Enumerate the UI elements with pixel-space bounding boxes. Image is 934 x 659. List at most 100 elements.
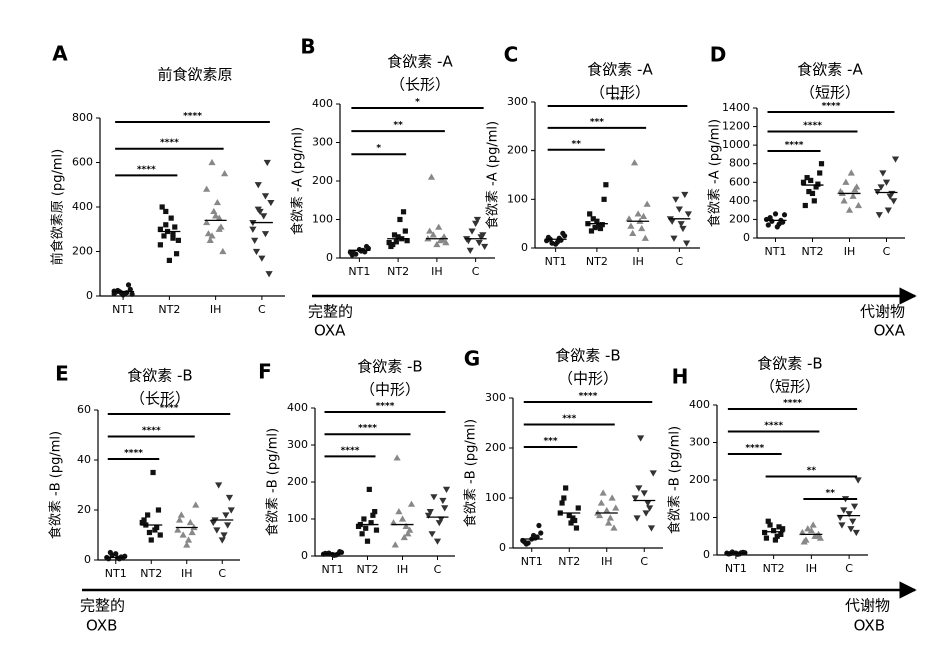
data-point	[226, 495, 233, 501]
y-tick-label: 400	[689, 398, 710, 411]
data-point	[538, 530, 543, 535]
data-point	[631, 159, 638, 165]
data-point	[214, 199, 221, 205]
data-point	[399, 515, 406, 521]
x-tick-label: C	[883, 245, 891, 258]
data-point	[255, 182, 262, 188]
significance-label: ****	[745, 444, 764, 454]
y-axis-label: 食欲素 -B (pg/ml)	[463, 419, 479, 527]
data-point	[397, 217, 402, 222]
panel-letter: B	[300, 35, 315, 59]
data-point	[150, 470, 155, 475]
panel-letter: F	[258, 360, 272, 384]
y-axis-label: 前食欲素原 (pg/ml)	[50, 149, 66, 265]
data-point	[154, 525, 159, 530]
data-point	[576, 505, 581, 510]
x-tick-label: NT1	[112, 303, 134, 316]
data-point	[395, 508, 402, 514]
data-point	[572, 518, 577, 523]
arrow-start: 完整的	[308, 303, 353, 321]
data-point	[130, 292, 135, 297]
x-tick-label: C	[434, 563, 442, 576]
data-point	[161, 233, 166, 238]
data-point	[849, 519, 856, 525]
data-point	[401, 209, 406, 214]
data-point	[364, 244, 369, 249]
data-point	[468, 228, 475, 234]
y-tick-label: 40	[77, 453, 91, 466]
data-point	[879, 170, 886, 176]
data-point	[439, 498, 446, 504]
x-tick-label: NT1	[105, 567, 127, 580]
data-point	[258, 256, 265, 262]
data-point	[367, 487, 372, 492]
significance-label: ****	[803, 121, 822, 131]
x-tick-label: IH	[210, 303, 222, 316]
data-point	[476, 240, 483, 246]
data-point	[370, 513, 375, 518]
data-point	[260, 213, 267, 219]
data-point	[361, 516, 366, 521]
y-tick-label: 100	[312, 213, 333, 226]
data-point	[217, 223, 224, 229]
data-point	[477, 234, 484, 240]
data-point	[808, 178, 813, 183]
y-tick-label: 100	[287, 512, 308, 525]
chart-title: 前食欲素原	[157, 66, 232, 84]
x-tick-label: C	[472, 265, 480, 278]
significance-label: **	[572, 139, 582, 149]
data-point	[681, 192, 688, 198]
data-point	[394, 239, 399, 244]
data-point	[187, 519, 194, 525]
data-point	[778, 532, 783, 537]
data-point	[598, 499, 605, 505]
data-point	[147, 530, 152, 535]
data-point	[222, 512, 229, 518]
x-tick-label: NT2	[357, 563, 379, 576]
data-point	[170, 236, 175, 241]
data-point	[253, 249, 260, 255]
chart-title: （短形）	[760, 378, 820, 396]
significance-label: *	[376, 144, 381, 154]
arrow-start-sub: OXA	[314, 322, 346, 340]
data-point	[163, 222, 168, 227]
data-point	[803, 203, 808, 208]
chart-title: （短形）	[800, 84, 860, 102]
y-tick-label: 300	[312, 136, 333, 149]
x-tick-label: C	[640, 555, 648, 568]
data-point	[563, 485, 568, 490]
data-point	[392, 541, 399, 547]
y-axis-label: 食欲素 -A (pg/ml)	[290, 127, 306, 235]
data-point	[174, 251, 179, 256]
x-tick-label: NT2	[387, 265, 409, 278]
data-point	[264, 160, 271, 166]
y-axis-label: 食欲素 -A (pg/ml)	[707, 119, 723, 227]
significance-label: ****	[341, 446, 360, 456]
data-point	[357, 247, 362, 252]
y-tick-label: 200	[72, 245, 93, 258]
arrow-start: 完整的	[80, 597, 125, 615]
data-point	[435, 224, 442, 230]
y-tick-label: 200	[312, 174, 333, 187]
chart-title: （中形）	[558, 370, 618, 388]
data-point	[365, 539, 370, 544]
data-point	[126, 282, 131, 287]
y-tick-label: 400	[312, 97, 333, 110]
significance-label: ****	[764, 421, 783, 431]
arrow-end: 代谢物	[860, 303, 905, 321]
data-point	[609, 494, 616, 500]
arrow-start-sub: OXB	[86, 617, 117, 635]
data-point	[178, 511, 185, 517]
data-point	[762, 530, 767, 535]
data-point	[141, 517, 146, 522]
x-tick-label: C	[258, 303, 266, 316]
data-point	[773, 537, 778, 542]
y-tick-label: 0	[86, 289, 93, 302]
data-point	[612, 504, 619, 510]
y-tick-label: 200	[485, 441, 506, 454]
chart-title: 食欲素 -A	[387, 53, 453, 71]
data-point	[648, 525, 655, 531]
data-point	[108, 550, 113, 555]
arrow-end-sub: OXA	[874, 322, 906, 340]
data-point	[208, 159, 215, 165]
